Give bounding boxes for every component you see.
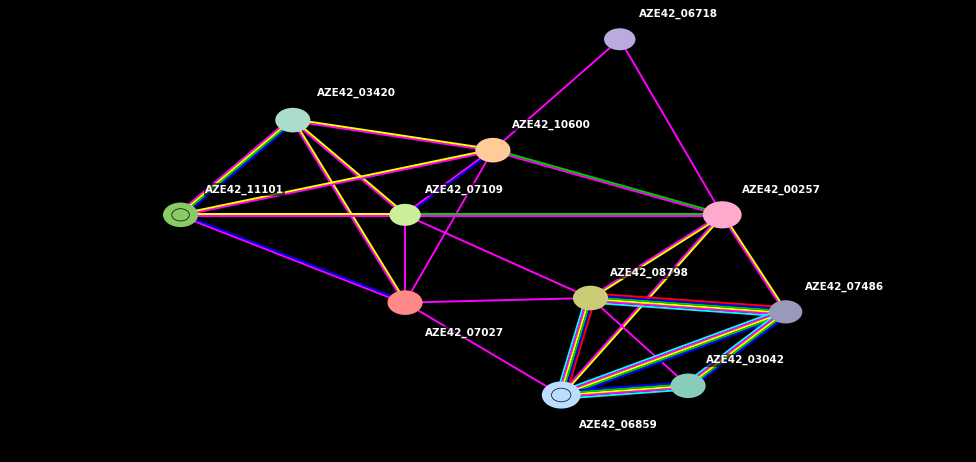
Text: AZE42_06859: AZE42_06859 (579, 420, 658, 430)
Ellipse shape (387, 290, 423, 315)
Text: AZE42_00257: AZE42_00257 (742, 184, 821, 195)
Ellipse shape (573, 286, 608, 310)
Ellipse shape (703, 201, 742, 228)
Text: AZE42_07027: AZE42_07027 (425, 328, 504, 338)
Ellipse shape (604, 28, 635, 50)
Ellipse shape (671, 373, 706, 398)
Text: AZE42_07486: AZE42_07486 (805, 281, 884, 292)
Text: AZE42_10600: AZE42_10600 (512, 120, 591, 130)
Ellipse shape (163, 202, 198, 227)
Text: AZE42_03420: AZE42_03420 (317, 87, 396, 97)
Text: AZE42_03042: AZE42_03042 (706, 355, 785, 365)
Text: AZE42_06718: AZE42_06718 (639, 9, 718, 19)
Ellipse shape (475, 138, 510, 163)
Text: AZE42_08798: AZE42_08798 (610, 267, 689, 278)
Ellipse shape (389, 204, 421, 226)
Text: AZE42_07109: AZE42_07109 (425, 184, 504, 195)
Ellipse shape (769, 300, 802, 323)
Ellipse shape (542, 382, 581, 408)
Text: AZE42_11101: AZE42_11101 (205, 184, 284, 195)
Ellipse shape (275, 108, 310, 133)
